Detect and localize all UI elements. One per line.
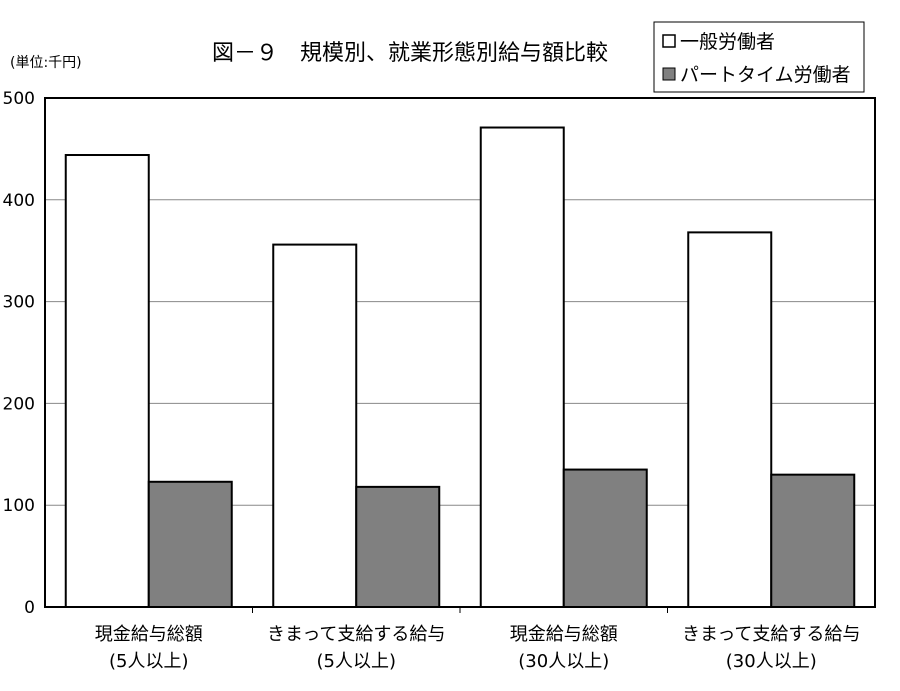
legend: 一般労働者 パートタイム労働者 [653,21,865,93]
category-label-line1: きまって支給する給与 [267,624,445,645]
bar-series-1-cat-2 [562,468,648,608]
y-tick-label: 400 [3,191,35,211]
bar-series-1-cat-3 [770,473,856,608]
legend-label-1: パートタイム労働者 [680,64,851,86]
y-tick-label: 0 [24,598,35,618]
legend-frame [653,21,865,93]
category-label-line1: 現金給与総額 [510,624,618,645]
legend-label-0: 一般労働者 [680,31,775,53]
category-label-line1: 現金給与総額 [95,624,203,645]
y-tick-label: 500 [3,89,35,109]
y-tick-label: 200 [3,394,35,414]
bar-series-0-cat-3 [687,231,773,608]
category-label-line2: (5人以上) [109,651,189,672]
unit-label: (単位:千円) [10,55,82,71]
bar-series-1-cat-0 [147,480,233,609]
y-axis-ticks: 0 100 200 300 400 500 [3,89,35,618]
bar-series-0-cat-2 [479,126,565,608]
category-label-line2: (5人以上) [317,651,397,672]
x-axis-ticks [252,607,668,613]
category-label-line2: (30人以上) [518,651,609,672]
bar-series-1-cat-1 [355,485,441,609]
category-label-line2: (30人以上) [726,651,817,672]
category-labels: 現金給与総額 (5人以上) きまって支給する給与 (5人以上) 現金給与総額 (30人以上… [95,624,861,672]
bar-series-0-cat-0 [64,154,150,608]
legend-swatch-1 [662,67,676,81]
bar-series-0-cat-1 [272,243,358,608]
legend-swatch-0 [662,34,676,48]
y-tick-label: 300 [3,293,35,313]
chart-title: 図－９ 規模別、就業形態別給与額比較 [212,41,608,66]
category-label-line1: きまって支給する給与 [682,624,860,645]
y-tick-label: 100 [3,496,35,516]
